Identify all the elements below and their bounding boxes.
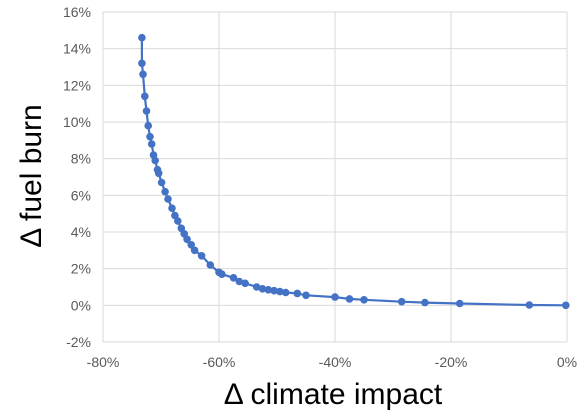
data-point — [168, 204, 176, 212]
data-point — [154, 169, 163, 178]
data-point — [147, 140, 156, 148]
data-point — [183, 235, 191, 244]
data-point — [146, 132, 154, 141]
data-point — [157, 178, 166, 187]
y-tick-label: 2% — [71, 261, 91, 277]
y-tick-labels: -2% 0% 2% 4% 6% 8% 10% 12% 14% 16% — [63, 4, 91, 350]
y-tick-label: 0% — [71, 297, 91, 313]
y-tick-label: 6% — [71, 187, 91, 203]
data-series — [138, 33, 570, 310]
y-tick-label: -2% — [66, 334, 91, 350]
y-tick-label: 12% — [63, 77, 91, 93]
data-point — [345, 295, 354, 303]
x-axis-title: Δ climate impact — [224, 378, 443, 411]
data-point — [206, 261, 215, 269]
x-tick-label: -20% — [435, 354, 468, 370]
data-point — [229, 274, 238, 282]
y-axis-title: Δ fuel burn — [15, 104, 48, 247]
data-point — [138, 59, 146, 68]
data-point — [421, 298, 429, 307]
data-point — [164, 195, 172, 203]
x-tick-label: -80% — [87, 354, 120, 370]
data-point — [141, 92, 149, 101]
data-point — [187, 241, 195, 249]
data-point — [139, 70, 147, 79]
data-point — [562, 301, 570, 310]
data-point — [241, 279, 249, 288]
series-line — [140, 37, 566, 307]
data-point — [455, 299, 464, 308]
data-point — [360, 296, 368, 304]
y-tick-label: 4% — [71, 224, 91, 240]
x-tick-label: -60% — [203, 354, 236, 370]
data-point — [138, 33, 146, 42]
data-point — [276, 287, 284, 296]
data-point — [331, 293, 339, 301]
data-point — [142, 107, 151, 115]
y-tick-label: 10% — [63, 114, 91, 130]
data-point — [218, 270, 226, 279]
data-point — [270, 286, 278, 295]
data-point — [281, 288, 290, 297]
data-point — [174, 217, 182, 225]
data-point — [197, 252, 206, 260]
data-point — [293, 289, 302, 298]
data-point — [258, 285, 267, 293]
gridlines — [102, 11, 568, 343]
data-point — [235, 277, 244, 286]
y-tick-label: 16% — [63, 4, 91, 20]
data-point — [264, 286, 273, 294]
data-point — [525, 301, 534, 309]
x-tick-labels: -80% -60% -40% -20% 0% — [87, 354, 577, 370]
data-point — [151, 156, 159, 165]
data-point — [397, 297, 406, 306]
y-tick-label: 14% — [63, 41, 91, 57]
data-point — [144, 121, 152, 130]
data-point — [302, 291, 310, 300]
x-tick-label: -40% — [319, 354, 352, 370]
x-tick-label: 0% — [557, 354, 577, 370]
data-point — [161, 187, 169, 196]
data-point — [190, 246, 199, 255]
data-point — [252, 283, 261, 291]
y-tick-label: 8% — [71, 151, 91, 167]
